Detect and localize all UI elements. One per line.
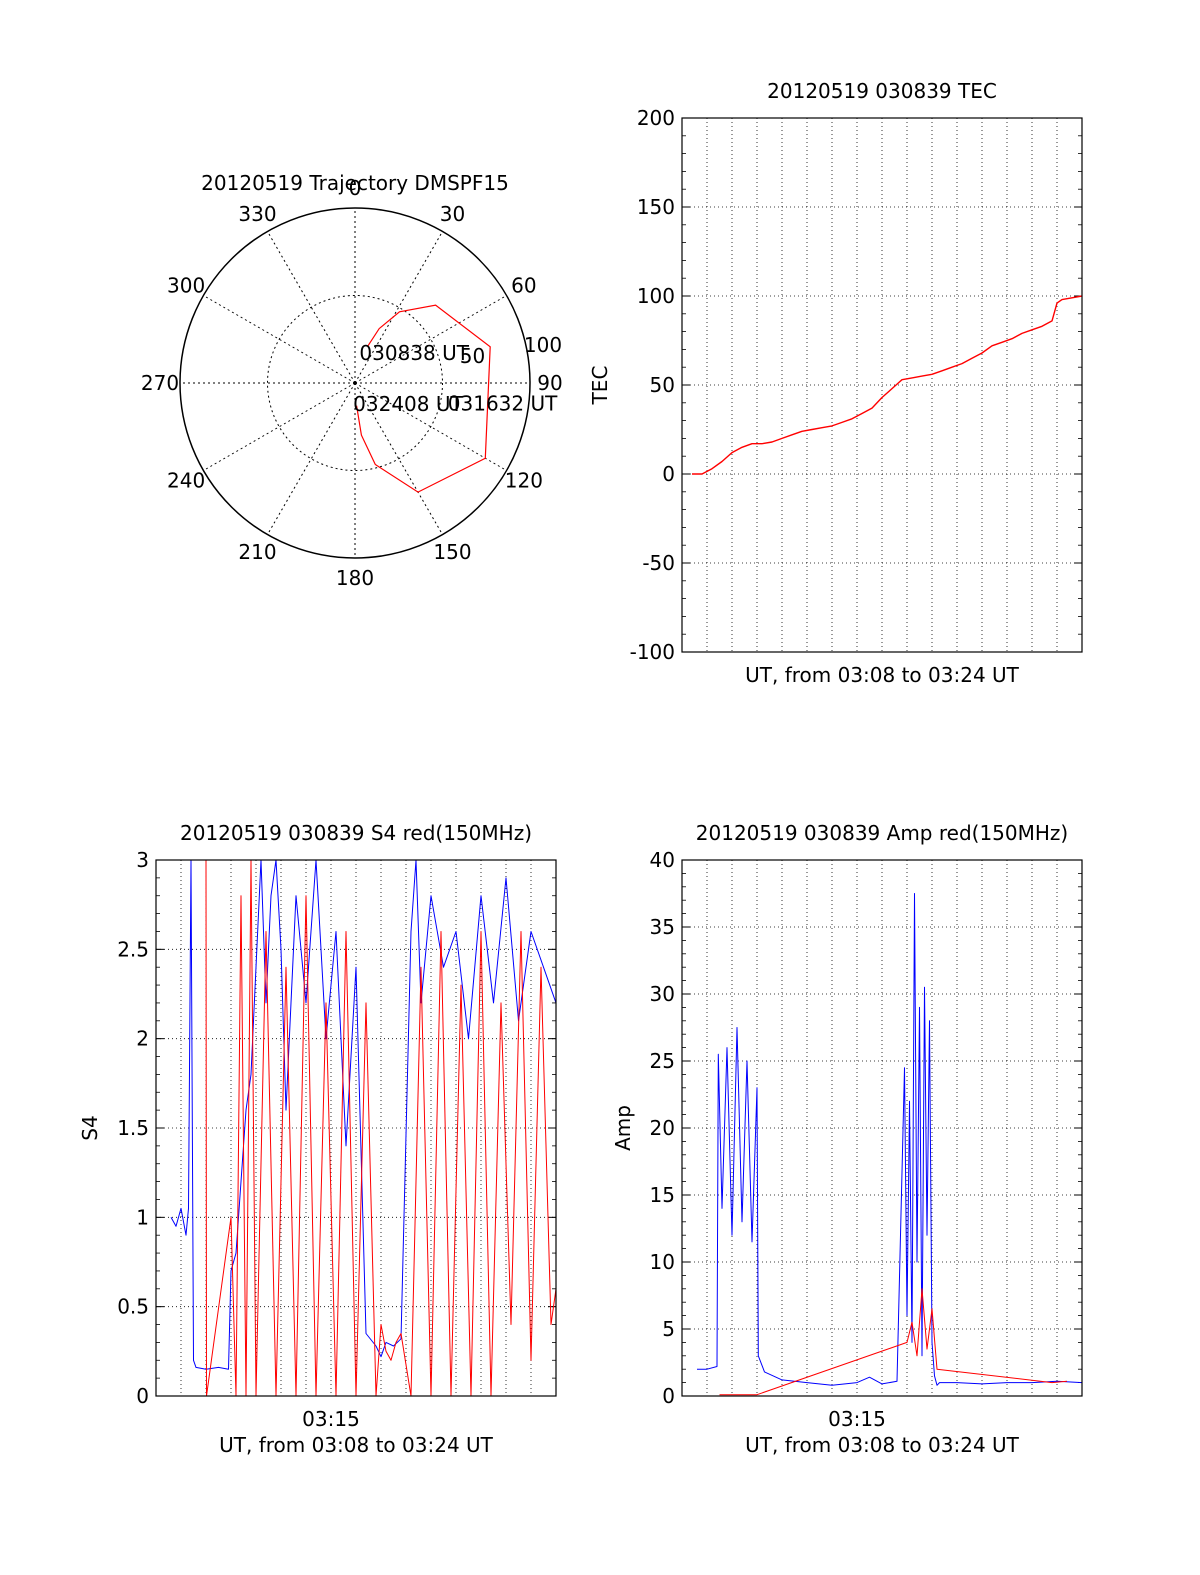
amp-line-chart: 20120519 030839 Amp red(150MHz) 0 5 10 15 20 2… <box>611 821 1083 1457</box>
tec-line-chart: 20120519 030839 TEC -100 -50 0 50 100 150 200 UT… <box>588 79 1083 687</box>
y-tick-label: 35 <box>650 915 675 939</box>
polar-grid-spoke <box>267 231 356 384</box>
plot-frame <box>681 859 1083 1397</box>
x-axis-label: UT, from 03:08 to 03:24 UT <box>745 1433 1020 1457</box>
polar-time-annotation: 030838 UT <box>359 341 469 365</box>
y-tick-label: 2 <box>136 1027 149 1051</box>
polar-azimuth-label: 300 <box>167 274 205 298</box>
y-axis-label: S4 <box>78 1115 102 1140</box>
y-tick-label: 10 <box>650 1250 675 1274</box>
y-tick-label: 25 <box>650 1049 675 1073</box>
x-axis-label: UT, from 03:08 to 03:24 UT <box>745 663 1020 687</box>
chart-title: 20120519 030839 TEC <box>767 79 997 103</box>
polar-azimuth-label: 90 <box>537 371 562 395</box>
polar-grid-circle <box>267 295 443 471</box>
y-tick-label: 50 <box>650 373 675 397</box>
y-tick-label: -50 <box>642 551 675 575</box>
polar-grid-spoke <box>267 382 356 535</box>
polar-grid-spoke <box>203 382 356 471</box>
y-tick-label: 15 <box>650 1183 675 1207</box>
y-axis-label: TEC <box>588 366 612 406</box>
polar-grid-spoke <box>354 295 507 384</box>
polar-title: 20120519 Trajectory DMSPF15 <box>201 171 509 195</box>
y-tick-label: 100 <box>637 284 675 308</box>
polar-azimuth-label: 270 <box>141 371 179 395</box>
y-tick-label: 5 <box>662 1317 675 1341</box>
polar-azimuth-label: 240 <box>167 469 205 493</box>
polar-grid-spoke <box>354 382 443 535</box>
polar-grid-spoke <box>354 231 443 384</box>
y-tick-label: 40 <box>650 848 675 872</box>
polar-outer-circle <box>179 207 531 559</box>
series-line-0 <box>170 859 557 1370</box>
y-tick-label: 1.5 <box>117 1116 149 1140</box>
polar-azimuth-label: 330 <box>238 202 276 226</box>
polar-azimuth-label: 120 <box>505 469 543 493</box>
y-tick-label: 0.5 <box>117 1295 149 1319</box>
y-tick-label: 0 <box>662 1384 675 1408</box>
polar-trajectory-track <box>356 304 491 493</box>
y-tick-label: 0 <box>136 1384 149 1408</box>
polar-azimuth-label: 150 <box>433 540 471 564</box>
polar-time-annotation: 032408 UT <box>353 392 463 416</box>
chart-title: 20120519 030839 S4 red(150MHz) <box>180 821 532 845</box>
chart-title: 20120519 030839 Amp red(150MHz) <box>696 821 1068 845</box>
y-axis-label: Amp <box>611 1105 635 1151</box>
polar-time-annotation: 031632 UT <box>448 392 558 416</box>
polar-azimuth-label: 30 <box>440 202 465 226</box>
series-line-1 <box>205 859 557 1397</box>
x-tick-label: 03:15 <box>302 1407 360 1431</box>
series-line-0 <box>697 893 1083 1386</box>
series-line-0 <box>692 295 1083 475</box>
polar-azimuth-label: 60 <box>511 274 536 298</box>
y-tick-label: -100 <box>630 640 675 664</box>
polar-azimuth-label: 210 <box>238 540 276 564</box>
x-axis-label: UT, from 03:08 to 03:24 UT <box>219 1433 494 1457</box>
plot-frame <box>681 117 1083 653</box>
y-tick-label: 200 <box>637 106 675 130</box>
y-tick-label: 2.5 <box>117 937 149 961</box>
y-tick-label: 30 <box>650 982 675 1006</box>
plot-frame <box>155 859 557 1397</box>
x-tick-label: 03:15 <box>828 1407 886 1431</box>
polar-azimuth-label: 0 <box>349 176 362 200</box>
polar-grid-spoke <box>203 295 356 384</box>
s4-line-chart: 20120519 030839 S4 red(150MHz) 0 0.5 1 1.5 2 2… <box>78 821 557 1457</box>
y-tick-label: 1 <box>136 1205 149 1229</box>
polar-radial-label: 50 <box>460 344 485 368</box>
y-tick-label: 20 <box>650 1116 675 1140</box>
polar-grid-spoke <box>354 382 507 471</box>
y-tick-label: 3 <box>136 848 149 872</box>
series-line-1 <box>719 1288 1068 1396</box>
y-tick-label: 150 <box>637 195 675 219</box>
y-tick-label: 0 <box>662 462 675 486</box>
polar-azimuth-label: 180 <box>336 566 374 590</box>
polar-radial-label: 100 <box>524 333 562 357</box>
